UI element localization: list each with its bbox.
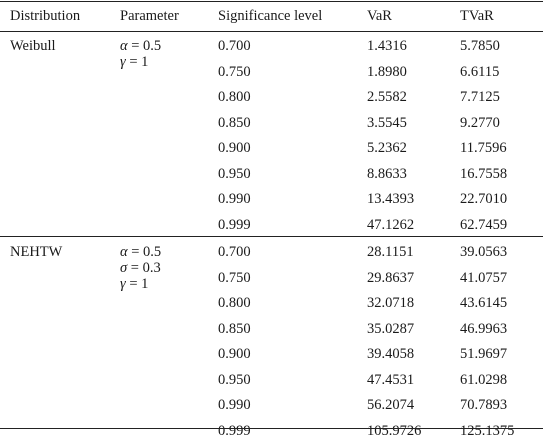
tvar-cell: 6.6115 (460, 63, 500, 80)
parameter-value: γ = 1 (120, 54, 148, 71)
tvar-cell: 22.7010 (460, 191, 508, 207)
var-cell: 3.5545 (367, 114, 407, 131)
tvar-cell: 7.7125 (460, 89, 500, 105)
top-rule (0, 1, 543, 2)
distribution-name: NEHTW (10, 244, 63, 260)
significance-level-cell: 0.800 (218, 295, 251, 311)
parameter-value: α = 0.5 (120, 244, 161, 261)
significance-level-cell: 0.850 (218, 320, 251, 337)
parameter-symbol: σ (120, 260, 128, 276)
tvar-cell: 41.0757 (460, 269, 508, 286)
significance-level-cell: 0.850 (218, 114, 251, 131)
header-distribution: Distribution (10, 8, 81, 24)
var-cell: 2.5582 (367, 89, 407, 105)
parameter-assignment: = 1 (125, 54, 149, 70)
var-cell: 8.8633 (367, 165, 407, 182)
significance-level-cell: 0.990 (218, 397, 251, 413)
tvar-cell: 16.7558 (460, 165, 508, 182)
var-cell: 35.0287 (367, 320, 415, 337)
significance-level-cell: 0.900 (218, 140, 251, 156)
var-cell: 1.4316 (367, 38, 407, 54)
significance-level-cell: 0.990 (218, 191, 251, 207)
header-rule (0, 31, 543, 32)
significance-level-cell: 0.750 (218, 269, 251, 286)
parameter-assignment: = 0.5 (127, 244, 162, 260)
parameter-value: α = 0.5 (120, 38, 161, 55)
tvar-cell: 46.9963 (460, 320, 508, 337)
var-cell: 5.2362 (367, 140, 407, 156)
significance-level-cell: 0.950 (218, 165, 251, 182)
header-parameter: Parameter (120, 8, 179, 24)
tvar-cell: 39.0563 (460, 244, 508, 260)
var-cell: 29.8637 (367, 269, 415, 286)
var-cell: 56.2074 (367, 397, 415, 413)
header-var: VaR (367, 8, 392, 24)
var-cell: 47.4531 (367, 371, 415, 388)
parameter-assignment: = 0.5 (127, 38, 162, 54)
significance-level-cell: 0.999 (218, 422, 251, 439)
significance-level-cell: 0.999 (218, 216, 251, 233)
tvar-cell: 11.7596 (460, 140, 507, 156)
tvar-cell: 43.6145 (460, 295, 508, 311)
header-tvar: TVaR (460, 8, 494, 24)
significance-level-cell: 0.700 (218, 244, 251, 260)
significance-level-cell: 0.800 (218, 89, 251, 105)
tvar-cell: 125.1375 (460, 422, 515, 439)
parameter-symbol: α (120, 244, 128, 260)
significance-level-cell: 0.950 (218, 371, 251, 388)
group-divider (0, 236, 543, 237)
var-cell: 13.4393 (367, 191, 415, 207)
parameter-symbol: γ (120, 276, 126, 292)
significance-level-cell: 0.700 (218, 38, 251, 54)
tvar-cell: 62.7459 (460, 216, 508, 233)
tvar-cell: 61.0298 (460, 371, 508, 388)
var-cell: 1.8980 (367, 63, 407, 80)
parameter-symbol: γ (120, 54, 126, 70)
var-cell: 47.1262 (367, 216, 415, 233)
tvar-cell: 9.2770 (460, 114, 500, 131)
var-cell: 105.9726 (367, 422, 422, 439)
var-cell: 28.1151 (367, 244, 414, 260)
significance-level-cell: 0.750 (218, 63, 251, 80)
parameter-assignment: = 0.3 (127, 260, 161, 276)
significance-level-cell: 0.900 (218, 346, 251, 362)
parameter-value: γ = 1 (120, 276, 148, 293)
tvar-cell: 5.7850 (460, 38, 500, 54)
bottom-rule (0, 428, 543, 429)
var-cell: 32.0718 (367, 295, 415, 311)
tvar-cell: 70.7893 (460, 397, 508, 413)
parameter-symbol: α (120, 38, 128, 54)
parameter-value: σ = 0.3 (120, 260, 161, 277)
parameter-assignment: = 1 (125, 276, 149, 292)
tvar-cell: 51.9697 (460, 346, 508, 362)
var-cell: 39.4058 (367, 346, 415, 362)
distribution-name: Weibull (10, 38, 56, 54)
header-significance-level: Significance level (218, 8, 323, 24)
